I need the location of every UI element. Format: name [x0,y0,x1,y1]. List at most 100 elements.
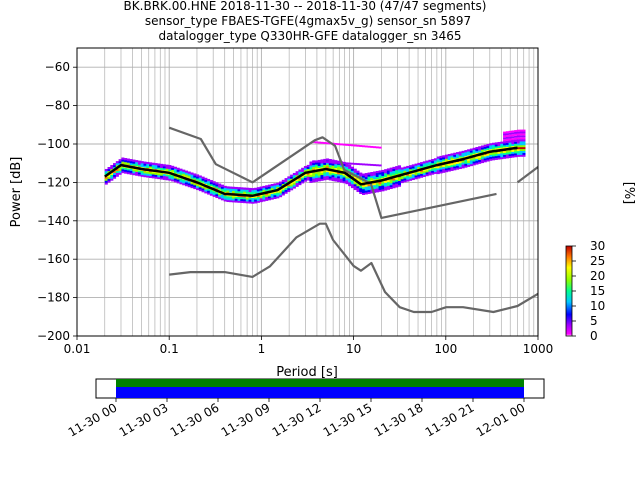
psd-cell [472,161,476,164]
psd-cell [290,174,294,177]
y-tick-label: −80 [45,99,70,113]
psd-cell [234,196,238,199]
psd-cell [204,187,208,190]
psd-cell [314,171,319,175]
psd-cell [196,187,200,191]
psd-cell [384,176,388,180]
psd-cell [406,165,410,169]
psd-cell [276,196,280,199]
psd-cell [356,185,360,189]
psd-cell [431,168,435,171]
psd-cell [475,160,479,163]
psd-cell [237,187,241,190]
psd-cell [486,159,490,162]
psd-cell [320,163,324,166]
psd-cell [395,183,399,186]
psd-cell [337,143,341,146]
psd-cell [220,194,224,197]
psd-cell [370,145,374,148]
psd-cell [450,162,454,166]
psd-cell [259,196,263,199]
psd-cell [364,178,368,182]
psd-cell [381,169,385,173]
psd-cell [373,186,377,190]
psd-cell [237,198,241,201]
psd-cell [456,155,460,159]
psd-cell [500,156,504,160]
psd-cell [516,133,520,136]
psd-cell [259,198,263,201]
psd-cell [229,190,233,193]
psd-cell [256,187,260,190]
psd-cell [464,155,468,159]
psd-cell [342,175,346,178]
psd-cell [276,192,280,195]
psd-cell [417,172,421,175]
psd-cell [135,163,139,167]
psd-cell [359,186,363,189]
psd-cell [265,194,269,198]
psd-cell [184,180,189,183]
psd-cell [115,164,119,168]
psd-cell [384,184,388,187]
psd-cell [447,165,451,168]
psd-cell [464,165,468,168]
psd-cell [323,162,327,165]
plot-frame [76,47,539,337]
psd-cell [386,168,390,171]
psd-cell [342,179,346,182]
psd-cell [190,184,194,187]
psd-cell [406,177,410,180]
psd-cell [361,185,366,188]
psd-cell [469,163,473,167]
psd-cell [519,143,523,146]
psd-cell [146,163,150,167]
psd-cell [497,155,501,158]
psd-cell [331,165,335,168]
psd-cell [126,162,130,165]
psd-cell [367,191,371,194]
psd-cell [472,163,476,166]
psd-cell [243,191,247,194]
psd-cell [389,175,393,178]
psd-cell [209,181,213,185]
psd-cell [126,158,130,161]
psd-cell [154,172,158,175]
psd-cell [292,184,296,187]
psd-cell [121,157,125,160]
psd-cell [323,176,327,179]
psd-cell [198,188,202,192]
psd-cell [386,174,390,177]
psd-cell [345,176,349,179]
timeline-tick-label: 11-30 03 [117,400,171,439]
timeline-tick-label: 11-30 06 [168,400,222,439]
psd-cell [157,176,161,180]
psd-cell [469,160,473,163]
psd-cell [312,164,316,168]
timeline-coverage-upper [116,379,524,387]
psd-cell [522,139,526,142]
psd-cell [168,166,172,170]
psd-cell [173,178,177,181]
psd-cell [110,165,114,168]
psd-cell [392,174,396,177]
psd-cell [190,172,194,175]
psd-cell [243,200,247,204]
psd-cell [356,144,360,147]
psd-cell [422,161,426,164]
psd-cell [229,186,233,189]
psd-cell [229,196,233,199]
psd-cell [431,159,435,162]
psd-cell [104,182,108,185]
psd-cell [406,175,410,178]
psd-cell [323,172,327,175]
psd-cell [137,162,142,165]
psd-cell [135,169,139,172]
y-tick-label: −100 [37,137,70,151]
psd-cell [403,180,407,183]
psd-cell [312,160,316,163]
psd-cell [367,176,371,179]
psd-cell [215,184,219,187]
psd-cell [121,159,125,162]
psd-cell [489,143,493,146]
